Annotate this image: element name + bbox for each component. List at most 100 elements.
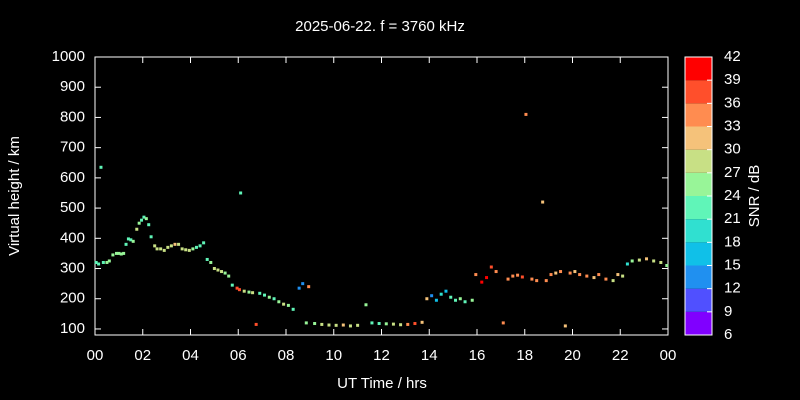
data-point bbox=[585, 274, 589, 278]
data-point bbox=[122, 251, 126, 255]
data-point bbox=[126, 237, 130, 241]
data-point bbox=[501, 321, 505, 325]
data-point bbox=[592, 276, 596, 280]
colorbar-tick-label: 24 bbox=[724, 187, 741, 204]
data-point bbox=[616, 273, 620, 277]
data-point bbox=[406, 322, 410, 326]
data-point bbox=[458, 297, 462, 301]
colorbar-band bbox=[685, 149, 712, 173]
data-point bbox=[202, 241, 206, 245]
colorbar-tick-label: 18 bbox=[724, 233, 741, 250]
data-point bbox=[149, 235, 153, 239]
data-point bbox=[313, 322, 317, 326]
y-tick-label: 100 bbox=[60, 320, 85, 337]
data-point bbox=[559, 270, 563, 274]
data-point bbox=[630, 259, 634, 263]
data-point bbox=[470, 298, 474, 302]
data-point bbox=[272, 297, 276, 301]
data-point bbox=[530, 277, 534, 281]
data-point bbox=[216, 268, 220, 272]
data-point bbox=[242, 289, 246, 293]
y-tick-label: 400 bbox=[60, 229, 85, 246]
y-tick-label: 500 bbox=[60, 199, 85, 216]
x-tick-label: 14 bbox=[421, 347, 438, 364]
y-tick-label: 700 bbox=[60, 139, 85, 156]
data-point bbox=[159, 247, 163, 251]
data-point bbox=[142, 215, 146, 219]
data-point bbox=[516, 273, 520, 277]
data-point bbox=[549, 273, 553, 277]
data-point bbox=[153, 244, 157, 248]
data-point bbox=[377, 322, 381, 326]
x-tick-label: 08 bbox=[278, 347, 295, 364]
data-point bbox=[384, 322, 388, 326]
data-point bbox=[237, 288, 241, 292]
data-point bbox=[430, 294, 434, 298]
data-point bbox=[425, 297, 429, 301]
data-point bbox=[544, 279, 548, 283]
x-tick-label: 10 bbox=[325, 347, 342, 364]
data-point bbox=[356, 323, 360, 327]
data-point bbox=[212, 267, 216, 271]
data-point bbox=[506, 277, 510, 281]
data-point bbox=[341, 323, 345, 327]
data-point bbox=[277, 300, 281, 304]
data-point bbox=[304, 321, 308, 325]
data-point bbox=[177, 242, 181, 246]
colorbar-band bbox=[685, 80, 712, 104]
y-tick-label: 900 bbox=[60, 78, 85, 95]
data-point bbox=[652, 259, 656, 263]
colorbar-tick-label: 33 bbox=[724, 117, 741, 134]
y-tick-label: 300 bbox=[60, 259, 85, 276]
data-point bbox=[166, 245, 170, 249]
colorbar-tick-label: 30 bbox=[724, 141, 741, 158]
data-point bbox=[524, 112, 528, 116]
colorbar-band bbox=[685, 103, 712, 127]
colorbar-tick-label: 21 bbox=[724, 210, 741, 227]
data-point bbox=[489, 265, 493, 269]
colorbar-tick-label: 6 bbox=[724, 326, 732, 343]
data-point bbox=[320, 322, 324, 326]
x-tick-label: 00 bbox=[87, 347, 104, 364]
data-point bbox=[198, 244, 202, 248]
data-point bbox=[568, 271, 572, 275]
colorbar-band bbox=[685, 265, 712, 289]
data-point bbox=[107, 259, 111, 263]
data-point bbox=[554, 271, 558, 275]
x-tick-label: 04 bbox=[182, 347, 199, 364]
data-point bbox=[573, 270, 577, 274]
data-point bbox=[144, 217, 148, 221]
data-point bbox=[97, 262, 101, 266]
data-point bbox=[209, 260, 213, 264]
x-tick-label: 06 bbox=[230, 347, 247, 364]
data-point bbox=[578, 273, 582, 277]
data-point bbox=[449, 295, 453, 299]
data-point bbox=[184, 248, 188, 252]
data-point bbox=[480, 280, 484, 284]
data-point bbox=[420, 320, 424, 324]
data-point bbox=[485, 276, 489, 280]
colorbar-tick-label: 15 bbox=[724, 256, 741, 273]
data-point bbox=[625, 262, 629, 266]
colorbar-band bbox=[685, 57, 712, 81]
data-point bbox=[364, 303, 368, 307]
colorbar-label: SNR / dB bbox=[746, 165, 763, 228]
colorbar-tick-label: 27 bbox=[724, 164, 741, 181]
data-point bbox=[205, 257, 209, 261]
data-point bbox=[131, 239, 135, 243]
data-point bbox=[263, 293, 267, 297]
data-point bbox=[140, 218, 144, 222]
data-point bbox=[611, 279, 615, 283]
data-point bbox=[399, 323, 403, 327]
data-point bbox=[111, 253, 115, 257]
data-point bbox=[173, 242, 177, 246]
data-point bbox=[334, 323, 338, 327]
data-point bbox=[535, 279, 539, 283]
data-point bbox=[511, 274, 515, 278]
data-point bbox=[474, 273, 478, 277]
x-tick-label: 20 bbox=[564, 347, 581, 364]
data-point bbox=[621, 274, 625, 278]
data-point bbox=[258, 291, 262, 295]
